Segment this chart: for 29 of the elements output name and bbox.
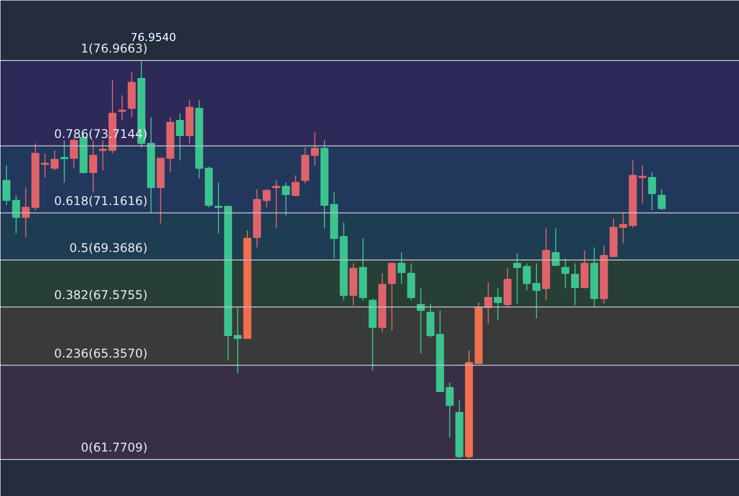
candlestick — [658, 188, 666, 211]
candlestick — [571, 262, 579, 306]
candlestick — [532, 262, 540, 319]
candlestick — [648, 172, 656, 211]
candlestick — [272, 180, 280, 229]
candlestick — [292, 174, 300, 197]
candlestick — [398, 252, 406, 284]
annotation: 76.9540 — [130, 30, 176, 44]
candlestick — [282, 182, 290, 216]
candlestick — [446, 382, 454, 438]
candlestick — [60, 140, 68, 183]
candlestick — [310, 132, 319, 166]
candlestick — [118, 94, 126, 121]
candlestick — [416, 288, 425, 354]
ref-line-label: 1(76.9663) — [80, 41, 148, 56]
candlestick — [552, 228, 560, 266]
ref-line-label: 0.236(65.3570) — [54, 346, 148, 360]
ref-line-label: 0.618(71.1616) — [54, 194, 148, 208]
candlestick — [89, 140, 98, 193]
candlestick — [494, 288, 502, 321]
candlestick — [176, 112, 184, 161]
candlestick — [561, 258, 570, 290]
candlestick — [234, 306, 242, 374]
ref-line-label: 0(61.7709) — [80, 440, 148, 454]
candlestick — [513, 252, 522, 304]
ref-line-label: 0.5(69.3686) — [69, 240, 148, 255]
candlestick — [522, 262, 531, 291]
ref-line-label: 0.382(67.5755) — [54, 288, 148, 302]
candlestick — [388, 262, 396, 332]
